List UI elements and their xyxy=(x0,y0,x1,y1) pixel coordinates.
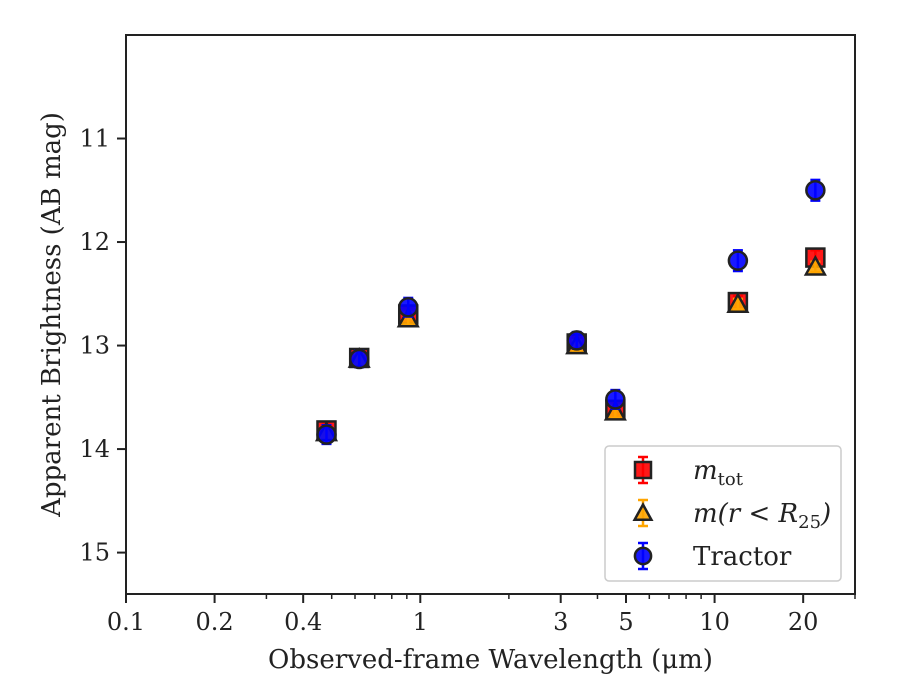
data-point-circle xyxy=(805,180,826,201)
data-point-triangle xyxy=(603,399,627,421)
y-axis-label: Apparent Brightness (AB mag) xyxy=(37,112,67,518)
data-point-circle xyxy=(605,389,626,410)
legend: mtot m(r < R25) Tractor xyxy=(604,445,842,582)
y-tick-label: 11 xyxy=(79,125,110,153)
series-tractor xyxy=(316,178,826,446)
legend-box xyxy=(604,445,842,582)
y-tick-label: 12 xyxy=(79,228,110,256)
data-point-circle xyxy=(727,250,749,271)
data-point-circle xyxy=(316,424,337,445)
y-tick-label: 14 xyxy=(79,435,110,463)
y-tick-label: 13 xyxy=(79,332,110,360)
x-tick-label: 1 xyxy=(413,608,428,636)
x-tick-label: 0.2 xyxy=(196,608,234,636)
x-tick-label: 20 xyxy=(788,608,819,636)
legend-label: Tractor xyxy=(693,542,792,572)
data-points xyxy=(314,178,827,446)
legend-marker-circle xyxy=(633,546,653,566)
data-point-circle xyxy=(348,348,370,370)
data-point-triangle xyxy=(803,254,827,276)
legend-label: m(r < R25) xyxy=(693,499,831,533)
data-point-circle xyxy=(397,297,419,318)
data-point-triangle xyxy=(726,292,750,313)
legend-marker-triangle xyxy=(632,502,654,521)
x-tick-label: 0.4 xyxy=(284,608,322,636)
x-axis-label: Observed-frame Wavelength (μm) xyxy=(268,645,713,675)
x-tick-label: 3 xyxy=(553,608,568,636)
y-tick-label: 15 xyxy=(79,539,110,567)
x-tick-label: 5 xyxy=(618,608,633,636)
data-point-circle xyxy=(566,330,587,351)
legend-marker-square xyxy=(633,460,653,480)
x-tick-label: 0.1 xyxy=(107,608,145,636)
plot-frame xyxy=(125,34,856,595)
x-tick-label: 10 xyxy=(699,608,730,636)
legend-label: mtot xyxy=(693,456,744,490)
